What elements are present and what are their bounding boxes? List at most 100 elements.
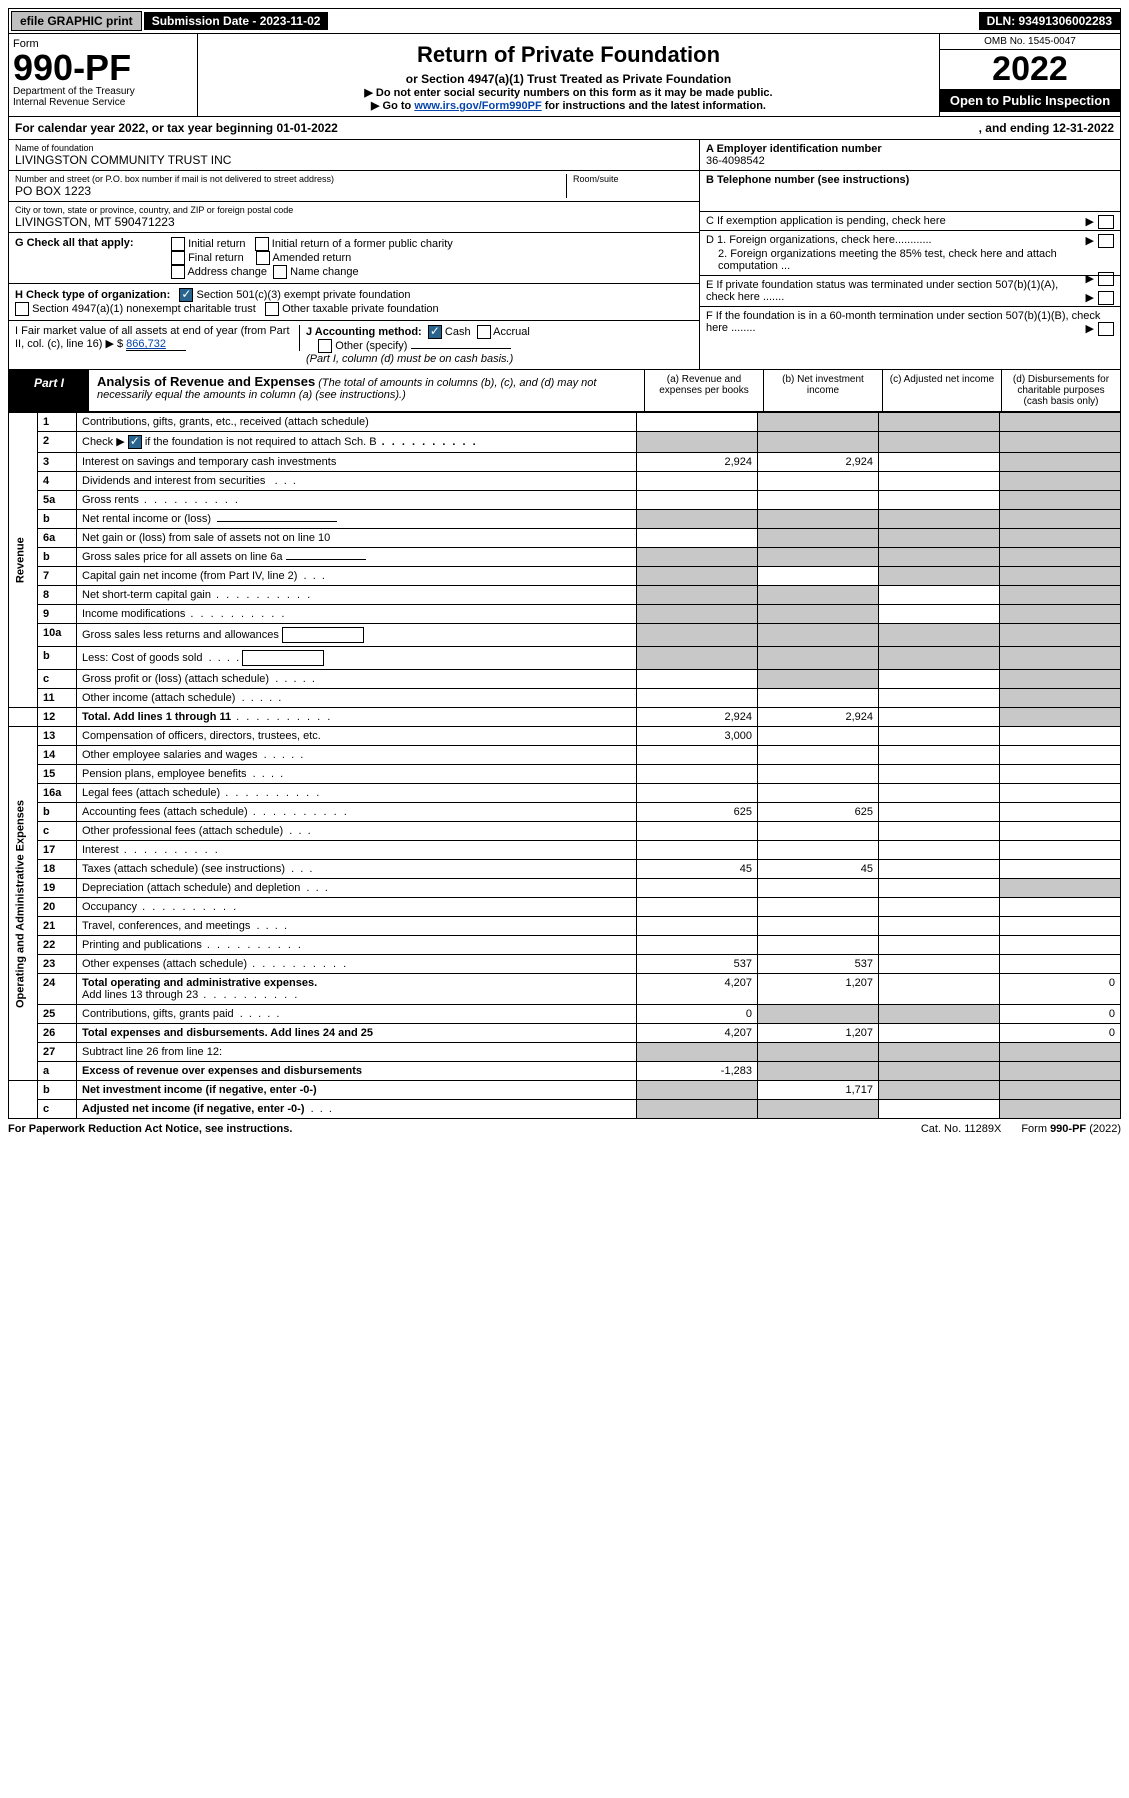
line-13: Operating and Administrative Expenses 13… [9,727,1121,746]
tax-year: 2022 [940,50,1120,89]
room-label: Room/suite [573,174,693,184]
line-5b: bNet rental income or (loss) [9,510,1121,529]
form-header: Form 990-PF Department of the Treasury I… [8,34,1121,117]
j-note: (Part I, column (d) must be on cash basi… [306,353,513,365]
dept-treasury: Department of the Treasury [13,86,193,97]
accrual-checkbox[interactable] [477,325,491,339]
line-7: 7Capital gain net income (from Part IV, … [9,567,1121,586]
line-12: 12Total. Add lines 1 through 11 2,9242,9… [9,708,1121,727]
year-begin: For calendar year 2022, or tax year begi… [15,121,979,135]
page-footer: For Paperwork Reduction Act Notice, see … [8,1119,1121,1139]
part1-header: Part I Analysis of Revenue and Expenses … [8,370,1121,412]
initial-return-checkbox[interactable] [171,237,185,251]
form-id-block: Form 990-PF Department of the Treasury I… [9,34,198,116]
city-label: City or town, state or province, country… [15,205,693,215]
c-checkbox[interactable] [1098,215,1114,229]
fmv-value[interactable]: 866,732 [126,338,186,351]
other-method-label: Other (specify) [335,340,407,352]
line-14: 14Other employee salaries and wages . . … [9,746,1121,765]
address-change-checkbox[interactable] [171,265,185,279]
name-change-label: Name change [290,266,359,278]
line-16b: bAccounting fees (attach schedule) 62562… [9,803,1121,822]
line-2: 2Check ▶ if the foundation is not requir… [9,432,1121,453]
goto-line: ▶ Go to www.irs.gov/Form990PF for instru… [202,99,935,112]
part1-label: Part I [9,370,89,411]
city: LIVINGSTON, MT 590471223 [15,215,693,229]
line-18: 18Taxes (attach schedule) (see instructi… [9,860,1121,879]
line-16a: 16aLegal fees (attach schedule) [9,784,1121,803]
d2-checkbox[interactable] [1098,272,1114,286]
form-footer-label: Form 990-PF (2022) [1021,1123,1121,1135]
irs-link[interactable]: www.irs.gov/Form990PF [414,100,541,112]
f-checkbox[interactable] [1098,322,1114,336]
goto-prefix: ▶ Go to [371,100,414,112]
foundation-name: LIVINGSTON COMMUNITY TRUST INC [15,153,693,167]
501c3-checkbox[interactable] [179,288,193,302]
line-27a: aExcess of revenue over expenses and dis… [9,1062,1121,1081]
line-23: 23Other expenses (attach schedule) 53753… [9,955,1121,974]
h-row: H Check type of organization: Section 50… [9,284,699,321]
cat-number: Cat. No. 11289X [921,1123,1002,1135]
4947-label: Section 4947(a)(1) nonexempt charitable … [32,303,256,315]
c-label: C If exemption application is pending, c… [706,215,946,227]
line-9: 9Income modifications [9,605,1121,624]
address-change-label: Address change [187,266,267,278]
form-number: 990-PF [13,50,193,86]
line-4: 4Dividends and interest from securities … [9,472,1121,491]
g-label: G Check all that apply: [15,237,134,249]
final-return-checkbox[interactable] [171,251,185,265]
d1-label: D 1. Foreign organizations, check here..… [706,234,932,246]
f-label: F If the foundation is in a 60-month ter… [706,310,1100,334]
foundation-name-label: Name of foundation [15,143,693,153]
part1-table: Revenue 1Contributions, gifts, grants, e… [8,412,1121,1119]
line-11: 11Other income (attach schedule) . . . .… [9,689,1121,708]
top-bar: efile GRAPHIC print Submission Date - 20… [8,8,1121,34]
ein-label: A Employer identification number [706,143,882,155]
submission-date: Submission Date - 2023-11-02 [144,12,329,30]
irs-label: Internal Revenue Service [13,97,193,108]
cash-label: Cash [445,326,471,338]
part1-title: Analysis of Revenue and Expenses [97,374,315,389]
part1-desc: Analysis of Revenue and Expenses (The to… [89,370,644,411]
d1-checkbox[interactable] [1098,234,1114,248]
initial-former-checkbox[interactable] [255,237,269,251]
line-16c: cOther professional fees (attach schedul… [9,822,1121,841]
form-subtitle: or Section 4947(a)(1) Trust Treated as P… [202,72,935,86]
omb-number: OMB No. 1545-0047 [940,34,1120,50]
amended-return-label: Amended return [272,252,351,264]
col-a-header: (a) Revenue and expenses per books [644,370,763,411]
line-20: 20Occupancy [9,898,1121,917]
line-19: 19Depreciation (attach schedule) and dep… [9,879,1121,898]
line-5a: 5aGross rents [9,491,1121,510]
line-21: 21Travel, conferences, and meetings . . … [9,917,1121,936]
col-c-header: (c) Adjusted net income [882,370,1001,411]
other-taxable-checkbox[interactable] [265,302,279,316]
expenses-side-label: Operating and Administrative Expenses [9,727,38,1081]
ein: 36-4098542 [706,155,765,167]
calendar-year-row: For calendar year 2022, or tax year begi… [8,117,1121,140]
dln: DLN: 93491306002283 [979,12,1120,30]
address: PO BOX 1223 [15,184,566,198]
4947-checkbox[interactable] [15,302,29,316]
form-title: Return of Private Foundation [202,42,935,68]
schb-checkbox[interactable] [128,435,142,449]
line-10a: 10aGross sales less returns and allowanc… [9,624,1121,647]
line-26: 26Total expenses and disbursements. Add … [9,1024,1121,1043]
e-checkbox[interactable] [1098,291,1114,305]
cash-checkbox[interactable] [428,325,442,339]
efile-print-button[interactable]: efile GRAPHIC print [11,11,142,31]
final-return-label: Final return [188,252,244,264]
other-taxable-label: Other taxable private foundation [282,303,439,315]
col-b-header: (b) Net investment income [763,370,882,411]
address-label: Number and street (or P.O. box number if… [15,174,566,184]
g-row: G Check all that apply: Initial return I… [9,233,699,284]
name-change-checkbox[interactable] [273,265,287,279]
line-1: Revenue 1Contributions, gifts, grants, e… [9,413,1121,432]
entity-info: Name of foundation LIVINGSTON COMMUNITY … [8,140,1121,370]
amended-return-checkbox[interactable] [256,251,270,265]
other-method-checkbox[interactable] [318,339,332,353]
e-label: E If private foundation status was termi… [706,279,1058,303]
line-24: 24Total operating and administrative exp… [9,974,1121,1005]
line-25: 25Contributions, gifts, grants paid . . … [9,1005,1121,1024]
j-label: J Accounting method: [306,326,422,338]
